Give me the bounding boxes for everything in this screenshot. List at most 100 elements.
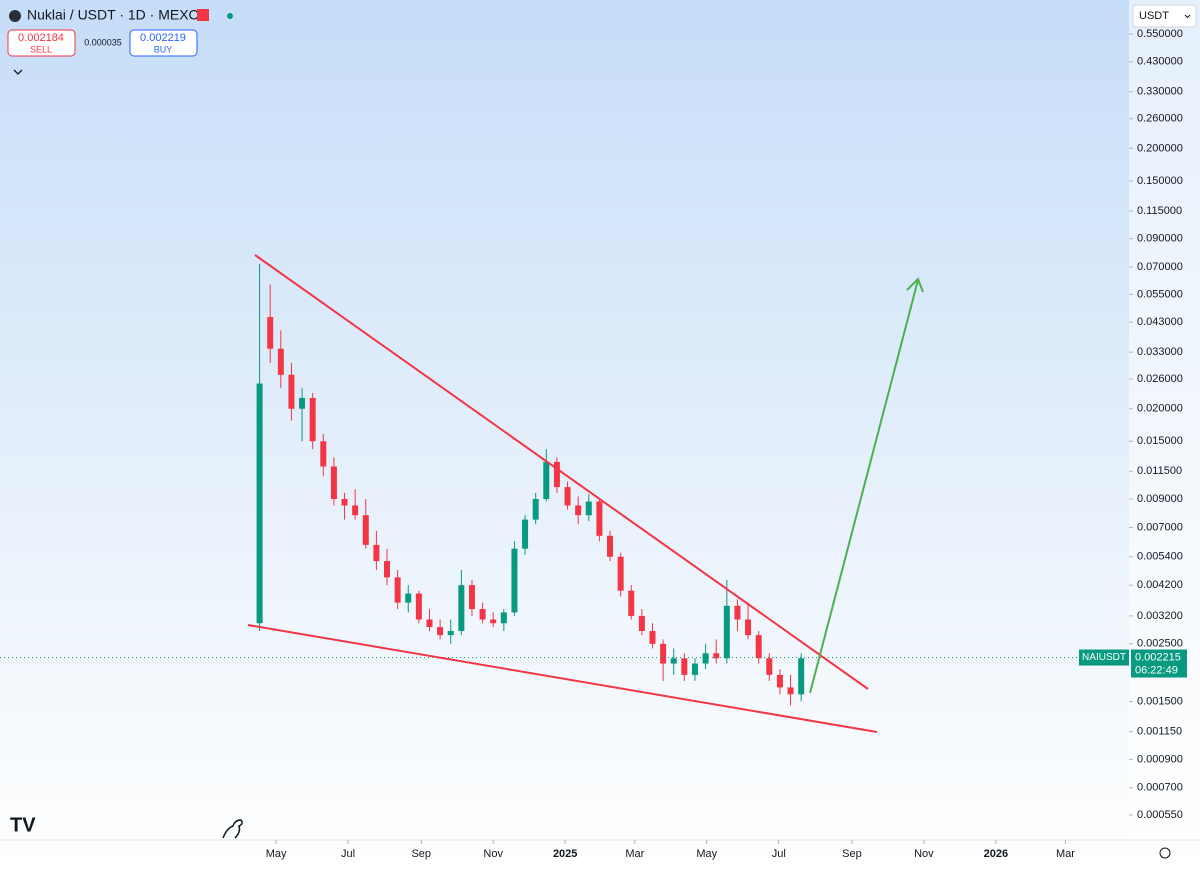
y-tick-label: 0.003200 [1137, 610, 1183, 622]
candle-body [352, 505, 359, 516]
buy-price[interactable]: 0.002219 [140, 32, 186, 44]
candle-body [585, 501, 592, 516]
sell-button[interactable] [7, 29, 76, 57]
candle-body [596, 501, 603, 536]
currency-label[interactable]: USDT [1139, 10, 1169, 22]
candle-body [532, 499, 539, 520]
candle-body [458, 585, 465, 632]
y-tick-label: 0.115000 [1137, 205, 1182, 217]
candle-body [447, 631, 454, 636]
candle-body [267, 317, 274, 349]
y-tick-label: 0.000700 [1137, 782, 1183, 794]
y-tick-label: 0.002500 [1137, 638, 1183, 650]
candle-body [766, 658, 773, 675]
x-tick-label: 2026 [984, 848, 1008, 860]
buy-label[interactable]: BUY [154, 44, 173, 54]
candle-body [437, 627, 444, 636]
candle-body [607, 535, 614, 557]
candle-body [553, 461, 560, 488]
y-tick-label: 0.330000 [1137, 86, 1183, 98]
symbol-tag-box [1079, 649, 1129, 666]
y-tick-label: 0.070000 [1137, 261, 1183, 273]
candle-body [320, 441, 327, 467]
select-arrow [1184, 14, 1191, 19]
x-tick-label: Nov [914, 848, 934, 860]
y-tick-label: 0.009000 [1137, 493, 1183, 505]
sell-label[interactable]: SELL [30, 44, 52, 54]
y-tick-label: 0.005400 [1137, 551, 1183, 563]
candle-body [776, 674, 783, 688]
candle-body [394, 577, 401, 603]
candle-body [479, 609, 486, 620]
candle-body [702, 653, 709, 664]
tv-logo[interactable]: TV [10, 814, 36, 836]
projection-arrow[interactable] [809, 279, 919, 694]
candle-body [798, 658, 805, 695]
candle-body [638, 615, 645, 632]
spread: 0.000035 [84, 37, 122, 47]
y-tick-label: 0.004200 [1137, 579, 1183, 591]
candle-body [511, 548, 518, 613]
x-tick-label: 2025 [553, 848, 577, 860]
candle-body [723, 605, 730, 659]
lower-trendline[interactable] [247, 624, 878, 733]
candle-body [787, 687, 794, 695]
candle-body [288, 374, 295, 409]
x-tick-label: Nov [483, 848, 503, 860]
collapse-toggle[interactable] [13, 69, 23, 75]
candle-body [500, 612, 507, 624]
candle-body [405, 593, 412, 603]
y-tick-label: 0.430000 [1137, 56, 1183, 68]
currency-select[interactable] [1132, 4, 1197, 28]
symbol-tag: NAIUSDT [1082, 652, 1126, 663]
candle-body [660, 643, 667, 664]
candle-body [384, 561, 391, 578]
y-tick-label: 0.026000 [1137, 373, 1183, 385]
candle-body [628, 590, 635, 616]
candle-body [691, 663, 698, 675]
y-tick-label: 0.043000 [1137, 316, 1183, 328]
y-tick-label: 0.001150 [1137, 726, 1182, 738]
y-tick-label: 0.007000 [1137, 521, 1183, 533]
x-tick-label: Sep [411, 848, 431, 860]
dino-icon[interactable] [222, 819, 243, 839]
countdown: 06:22:49 [1135, 664, 1178, 676]
x-tick-label: May [696, 848, 717, 860]
candle-body [373, 544, 380, 562]
candle-body [330, 466, 337, 500]
flag-icon[interactable] [197, 9, 209, 21]
upper-trendline[interactable] [254, 254, 869, 690]
candle-body [468, 585, 475, 610]
settings-icon[interactable] [1159, 847, 1171, 859]
candle-body [713, 653, 720, 659]
y-tick-label: 0.011500 [1137, 465, 1182, 477]
candle-body [564, 487, 571, 506]
candle-body [617, 556, 624, 591]
x-tick-label: Mar [1056, 848, 1075, 860]
candle-body [649, 631, 656, 644]
candle-body [575, 505, 582, 516]
symbol-title: Nuklai / USDT · 1D · MEXC [27, 7, 199, 23]
x-tick-label: Jul [341, 848, 355, 860]
arrow-head [906, 277, 924, 293]
candle-body [256, 383, 263, 624]
candle-body [490, 619, 497, 624]
candle-body [543, 461, 550, 500]
price-axis [1129, 0, 1200, 840]
x-tick-label: May [266, 848, 287, 860]
sell-price[interactable]: 0.002184 [18, 32, 64, 44]
candle-body [745, 619, 752, 636]
candle-body [734, 605, 741, 620]
y-tick-label: 0.550000 [1137, 28, 1183, 40]
status-dot [227, 13, 233, 19]
candle-body [755, 635, 762, 659]
candle-body [522, 519, 529, 549]
buy-button[interactable] [129, 29, 198, 57]
candle-body [299, 397, 306, 409]
candle-body [670, 658, 677, 664]
y-tick-label: 0.000900 [1137, 753, 1183, 765]
y-tick-label: 0.000550 [1137, 809, 1183, 821]
